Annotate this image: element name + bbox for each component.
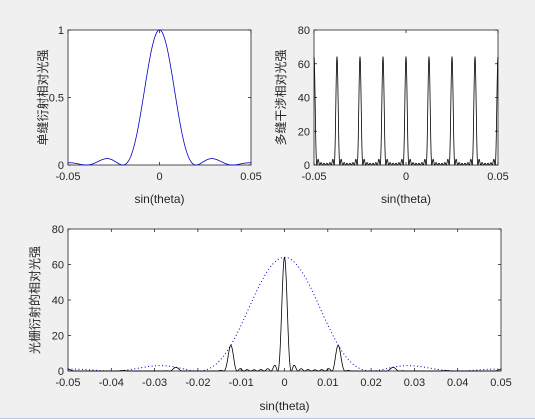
x-tick-label: 0.02 <box>360 377 381 389</box>
grating-chart: -0.05 -0.04 -0.03 -0.02 -0.01 0 0.01 0.02 0.03 0.… <box>27 224 512 413</box>
single-slit-curve <box>68 29 251 166</box>
x-tick-label: 0 <box>403 171 409 183</box>
y-tick-label: 60 <box>52 260 64 272</box>
x-tick-label: -0.05 <box>55 377 80 389</box>
x-tick-label: -0.02 <box>185 377 210 389</box>
x-tick-label: 0.05 <box>487 171 508 183</box>
y-tick-label: 0.5 <box>49 93 64 105</box>
y-tick-label: 40 <box>52 295 64 307</box>
x-tick-label: -0.01 <box>229 377 254 389</box>
y-axis-label: 多缝干涉相对光强 <box>273 49 288 145</box>
x-tick-label: 0.04 <box>447 377 468 389</box>
y-tick-label: 0 <box>304 160 310 172</box>
x-axis-label: sin(theta) <box>381 192 431 206</box>
tick-layer: -0.05 -0.04 -0.03 -0.02 -0.01 0 0.01 0.02 0.03 0.… <box>52 224 512 389</box>
grating-curve <box>68 256 501 372</box>
multi-slit-curve <box>313 55 499 166</box>
y-tick-label: 40 <box>298 93 310 105</box>
x-tick-label: 0.05 <box>490 377 511 389</box>
x-tick-label: -0.05 <box>55 171 80 183</box>
y-tick-label: 0 <box>58 160 64 172</box>
x-tick-label: -0.04 <box>99 377 124 389</box>
plot-area <box>67 228 502 372</box>
x-tick-label: 0 <box>156 171 162 183</box>
plot-area <box>67 29 252 166</box>
x-axis-label: sin(theta) <box>259 399 309 413</box>
y-axis-label: 单缝衍射相对光强 <box>35 49 50 145</box>
x-tick-label: 0.05 <box>240 171 261 183</box>
y-axis-label: 光栅衍射的相对光强 <box>27 246 42 354</box>
x-tick-label: 0.01 <box>317 377 338 389</box>
x-tick-label: 0.03 <box>404 377 425 389</box>
y-tick-label: 80 <box>52 224 64 236</box>
y-tick-label: 1 <box>58 25 64 37</box>
y-tick-label: 80 <box>298 25 310 37</box>
y-tick-label: 20 <box>52 331 64 343</box>
x-axis-label: sin(theta) <box>134 192 184 206</box>
x-tick-label: -0.03 <box>142 377 167 389</box>
x-tick-label: -0.05 <box>301 171 326 183</box>
y-tick-label: 60 <box>298 59 310 71</box>
y-tick-label: 0 <box>58 366 64 378</box>
plot-area <box>313 29 499 166</box>
x-tick-label: 0 <box>281 377 287 389</box>
y-tick-label: 20 <box>298 126 310 138</box>
